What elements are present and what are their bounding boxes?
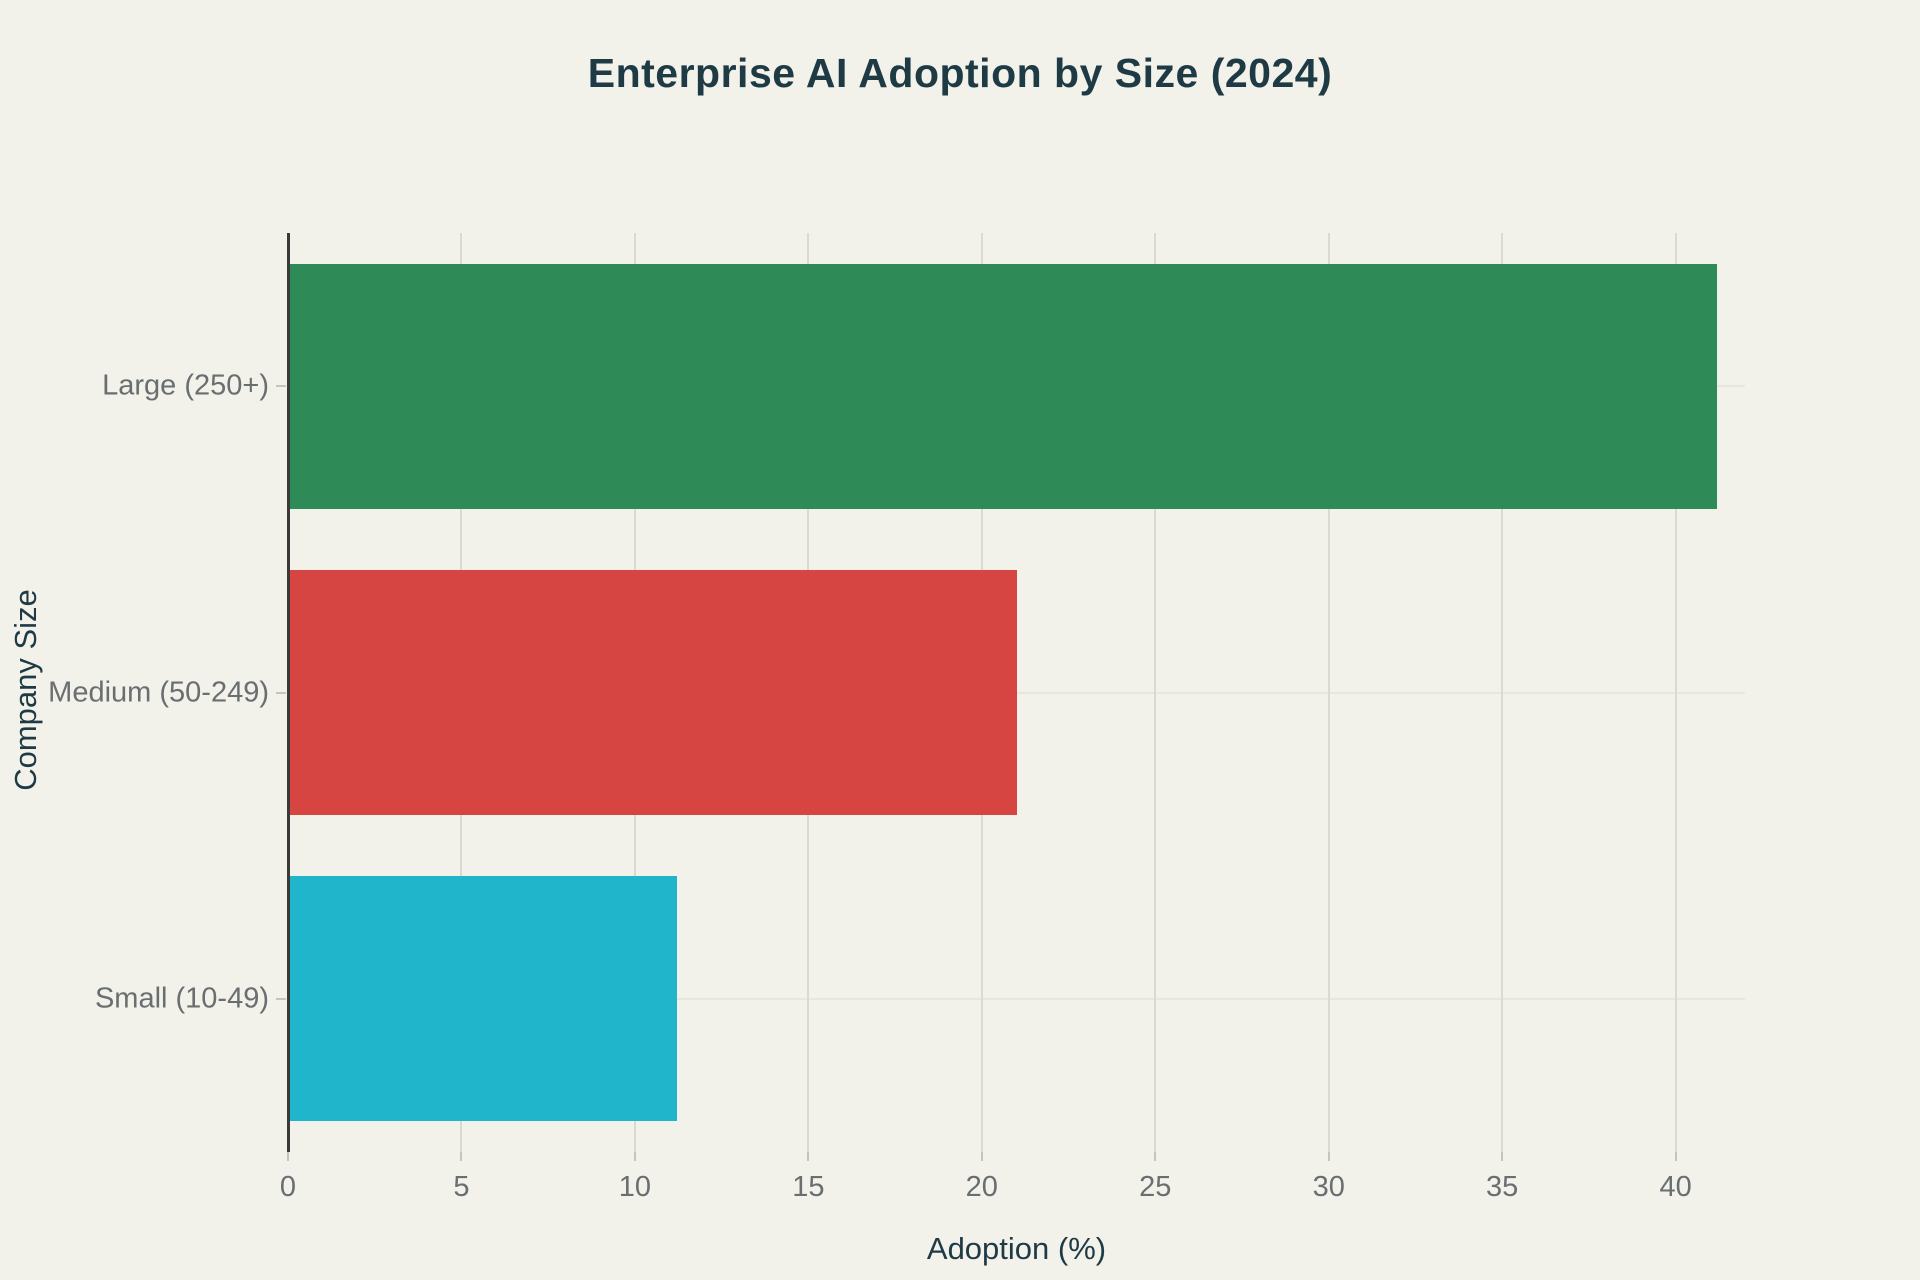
x-tick-label-25: 25 — [1139, 1171, 1172, 1203]
bar-large-250 — [288, 263, 1718, 509]
gridline-x-25 — [1154, 233, 1157, 1152]
y-axis-title: Company Size — [8, 589, 43, 791]
x-tick-label-40: 40 — [1659, 1171, 1692, 1203]
x-tick-mark-0 — [287, 1152, 289, 1161]
x-tick-mark-30 — [1327, 1152, 1330, 1161]
category-label-large-250: Large (250+) — [102, 369, 269, 402]
x-tick-mark-20 — [980, 1152, 983, 1161]
bar-small-10-49 — [288, 876, 677, 1122]
x-tick-mark-35 — [1501, 1152, 1504, 1161]
category-label-small-10-49: Small (10-49) — [94, 982, 269, 1015]
x-tick-mark-40 — [1674, 1152, 1677, 1161]
category-tick-small-10-49 — [276, 997, 286, 1000]
x-axis-title: Adoption (%) — [926, 1231, 1107, 1266]
x-tick-label-10: 10 — [618, 1171, 652, 1203]
x-tick-mark-5 — [460, 1152, 463, 1161]
y-axis-line — [287, 233, 290, 1152]
plot-area: 0 5 10 15 20 25 30 35 40 Large (250+) Medium (50-… — [48, 233, 1745, 1266]
gridline-y-medium-50-249 — [288, 691, 1745, 694]
chart-title: Enterprise AI Adoption by Size (2024) — [587, 50, 1333, 96]
category-label-medium-50-249: Medium (50-249) — [48, 676, 269, 708]
category-tick-medium-50-249 — [276, 691, 286, 694]
gridline-x-35 — [1501, 233, 1504, 1152]
gridline-x-40 — [1674, 233, 1677, 1152]
x-tick-label-15: 15 — [792, 1171, 825, 1203]
gridline-x-30 — [1327, 233, 1330, 1152]
x-tick-mark-25 — [1154, 1152, 1157, 1161]
x-tick-label-35: 35 — [1486, 1171, 1519, 1203]
x-tick-label-20: 20 — [965, 1171, 998, 1203]
x-tick-mark-10 — [633, 1152, 636, 1161]
x-tick-label-0: 0 — [279, 1171, 297, 1203]
x-tick-mark-15 — [807, 1152, 810, 1161]
bar-medium-50-249 — [288, 569, 1017, 816]
x-tick-label-30: 30 — [1312, 1171, 1345, 1203]
x-tick-label-5: 5 — [453, 1171, 470, 1203]
category-tick-large-250 — [276, 385, 286, 388]
gridline-y-small-10-49 — [288, 997, 1745, 1000]
